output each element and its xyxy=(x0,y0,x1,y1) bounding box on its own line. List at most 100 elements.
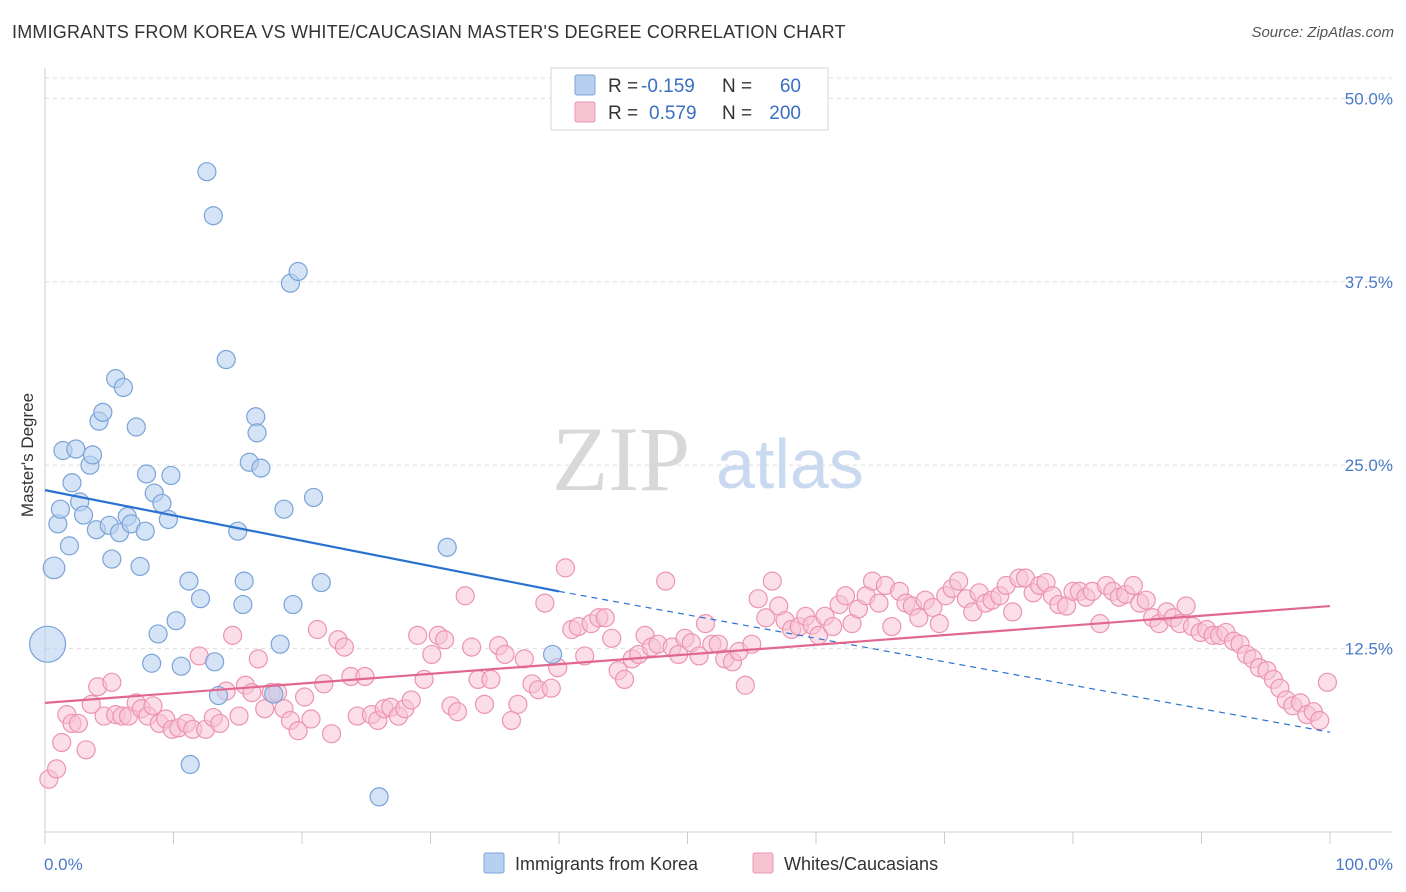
data-point-whites xyxy=(595,608,615,628)
data-point-korea xyxy=(62,473,82,493)
y-tick-label: 50.0% xyxy=(1345,89,1393,108)
data-point-korea xyxy=(66,439,86,459)
series-legend: Immigrants from Korea Whites/Caucasians xyxy=(483,852,938,874)
y-tick-label: 12.5% xyxy=(1345,640,1393,659)
axes xyxy=(44,68,1392,844)
data-point-korea xyxy=(180,754,200,775)
data-point-korea xyxy=(303,487,324,508)
data-point-whites xyxy=(756,608,776,628)
data-point-whites xyxy=(248,649,268,669)
data-point-korea xyxy=(93,402,113,422)
x-tick-labels: 0.0% 100.0% xyxy=(44,855,1393,874)
series-immigrants-from-korea xyxy=(28,162,563,807)
data-point-korea xyxy=(203,206,223,226)
trend-line-whites xyxy=(44,604,1331,704)
data-point-korea xyxy=(311,572,331,593)
legend-swatch-whites xyxy=(752,852,774,874)
data-point-whites xyxy=(447,702,468,722)
data-point-korea xyxy=(197,162,217,182)
data-point-korea xyxy=(50,499,71,519)
data-point-korea xyxy=(246,407,266,427)
data-point-whites xyxy=(514,649,534,669)
data-point-whites xyxy=(656,571,676,591)
legend-label-korea: Immigrants from Korea xyxy=(515,854,699,874)
data-point-korea xyxy=(102,549,122,569)
trend-line-korea-extension xyxy=(558,590,1331,733)
legend-r-value-1: -0.159 xyxy=(641,76,695,97)
legend-swatch-pink xyxy=(574,101,596,123)
data-point-whites xyxy=(255,699,275,719)
data-point-korea xyxy=(59,536,80,556)
data-point-korea xyxy=(216,349,236,370)
data-point-korea xyxy=(274,499,294,519)
trend-line-korea xyxy=(44,489,560,593)
data-point-korea xyxy=(233,594,253,615)
data-point-korea xyxy=(288,261,308,282)
legend-n-label-1: N = xyxy=(722,76,752,97)
data-point-korea xyxy=(42,556,66,580)
data-point-korea xyxy=(228,521,248,541)
data-point-korea xyxy=(82,445,103,465)
watermark-zip: ZIP xyxy=(552,408,690,510)
data-point-whites xyxy=(1317,672,1338,692)
watermark: ZIP atlas xyxy=(552,408,864,510)
data-point-whites xyxy=(210,713,230,734)
data-point-whites xyxy=(748,589,768,609)
legend-r-label-1: R = xyxy=(608,76,638,97)
data-point-whites xyxy=(223,625,243,645)
legend-swatch-korea xyxy=(483,852,505,874)
data-point-whites xyxy=(1310,710,1330,731)
data-point-whites xyxy=(321,724,342,744)
data-point-whites xyxy=(501,710,522,731)
data-point-whites xyxy=(408,625,428,645)
data-point-whites xyxy=(52,732,72,753)
data-point-whites xyxy=(949,571,969,591)
y-tick-labels: 12.5% 25.0% 37.5% 50.0% xyxy=(1345,89,1393,658)
data-point-whites xyxy=(882,616,902,637)
data-point-whites xyxy=(1176,596,1196,616)
watermark-atlas: atlas xyxy=(716,425,864,503)
data-point-whites xyxy=(481,669,501,690)
data-point-whites xyxy=(307,619,328,640)
data-point-whites xyxy=(68,713,89,734)
data-point-whites xyxy=(102,672,122,692)
data-point-whites xyxy=(294,687,315,707)
data-point-whites xyxy=(474,694,495,714)
data-point-korea xyxy=(135,521,155,541)
data-point-korea xyxy=(264,684,284,704)
data-point-whites xyxy=(762,571,782,591)
legend-n-value-2: 200 xyxy=(769,103,801,124)
data-point-whites xyxy=(301,709,321,729)
data-point-whites xyxy=(455,586,475,606)
data-point-whites xyxy=(695,614,716,634)
data-point-korea xyxy=(179,571,199,591)
data-point-whites xyxy=(823,616,843,637)
data-point-korea xyxy=(270,634,290,654)
legend-n-value-1: 60 xyxy=(780,76,801,97)
data-point-korea xyxy=(130,556,150,577)
chart-title: IMMIGRANTS FROM KOREA VS WHITE/CAUCASIAN… xyxy=(12,22,846,42)
data-point-whites xyxy=(869,593,889,613)
data-point-whites xyxy=(575,646,595,666)
y-tick-label: 25.0% xyxy=(1345,456,1393,475)
data-point-korea xyxy=(28,625,67,663)
data-point-whites xyxy=(689,646,709,666)
y-axis-title: Master's Degree xyxy=(18,393,37,517)
data-point-whites xyxy=(462,637,482,657)
data-point-korea xyxy=(247,423,267,443)
data-point-whites xyxy=(735,675,755,695)
data-point-korea xyxy=(283,594,303,615)
data-point-whites xyxy=(314,674,334,694)
legend-r-label-2: R = xyxy=(608,103,638,124)
data-point-korea xyxy=(136,464,157,484)
x-tick-label-min: 0.0% xyxy=(44,855,83,874)
data-point-whites xyxy=(602,628,622,648)
data-point-whites xyxy=(614,669,635,690)
data-point-korea xyxy=(142,653,162,673)
data-point-korea xyxy=(234,571,254,591)
data-point-whites xyxy=(929,614,949,634)
data-point-whites xyxy=(143,696,163,716)
data-point-korea xyxy=(437,537,457,557)
data-point-whites xyxy=(1003,602,1023,622)
